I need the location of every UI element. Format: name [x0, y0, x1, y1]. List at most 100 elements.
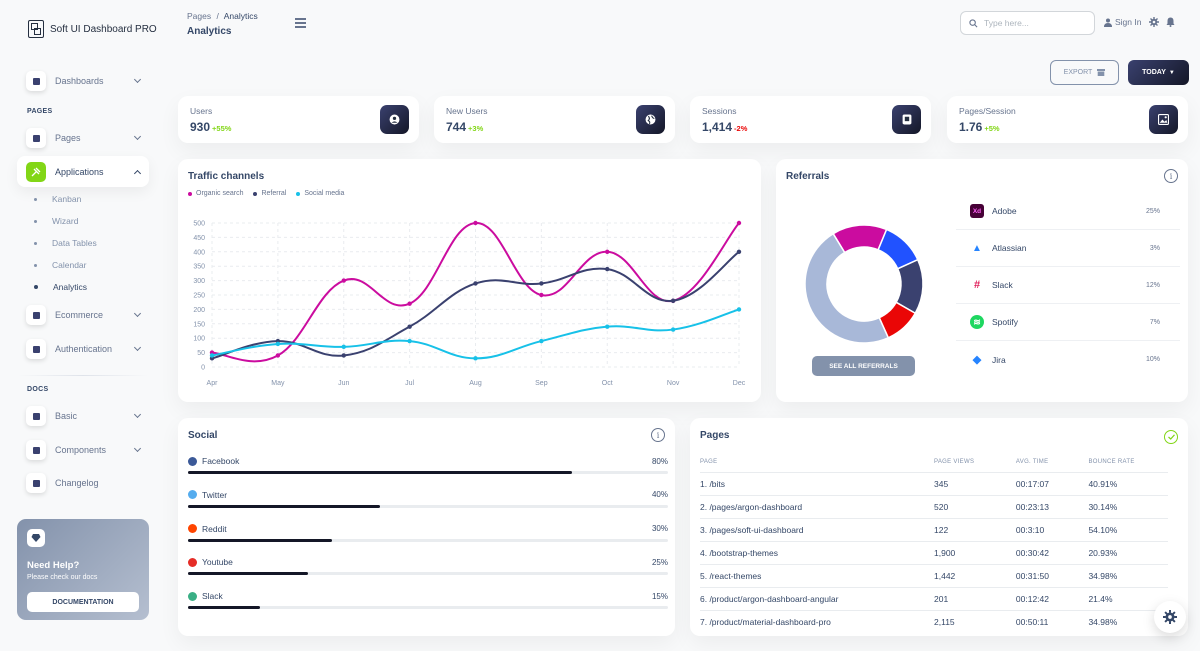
x-tick-label: Aug [469, 380, 482, 387]
gear-icon [1163, 610, 1177, 624]
social-pct: 25% [651, 557, 668, 567]
today-label: TODAY [1142, 69, 1166, 76]
referral-row: # Slack 12% [956, 267, 1180, 304]
progress-track [188, 538, 668, 542]
chevron-down-icon [133, 444, 142, 453]
sidebar-item-label: Components [55, 445, 107, 455]
pages-table: PAGE PAGE VIEWS AVG. TIME BOUNCE RATE 1. /b… [700, 452, 1168, 633]
sidebar-item-ecommerce[interactable]: Ecommerce [26, 305, 142, 325]
sidebar-subitem-analytics[interactable]: Analytics [34, 282, 87, 292]
social-row-reddit: Reddit 30% [188, 524, 668, 542]
table-row: 1. /bits 345 00:17:07 40.91% [700, 472, 1168, 496]
check-circle-icon[interactable] [1164, 430, 1178, 444]
x-tick-label: Oct [602, 380, 613, 387]
stat-label: Users [190, 106, 213, 116]
social-name: Reddit [202, 523, 227, 534]
table-cell: 54.10% [1088, 518, 1168, 542]
stat-value: 1,414 -2% [702, 120, 748, 134]
legend-item-referral: Referral [253, 190, 286, 197]
breadcrumb: Pages / Analytics [187, 11, 258, 21]
y-tick-label: 300 [193, 278, 205, 285]
documentation-button[interactable]: DOCUMENTATION [27, 592, 139, 612]
sidebar-subitem-calendar[interactable]: Calendar [34, 260, 87, 270]
x-tick-label: Jul [405, 380, 414, 387]
configurator-gear-button[interactable] [1154, 601, 1186, 633]
sidebar-subitem-kanban[interactable]: Kanban [34, 194, 81, 204]
info-icon[interactable]: i [1164, 169, 1178, 183]
slack-icon: # [973, 279, 981, 291]
sidebar-item-authentication[interactable]: Authentication [26, 339, 142, 359]
table-cell: 1,442 [934, 564, 1016, 588]
data-point [736, 307, 742, 312]
hamburger-menu-icon[interactable] [295, 18, 306, 30]
help-subtitle: Please check our docs [27, 574, 98, 581]
legend-item-organic: Organic search [188, 190, 243, 197]
sidebar-item-pages[interactable]: Pages [26, 128, 142, 148]
referrals-card: Referrals i SEE ALL REFERRALS Xd Adobe 2… [776, 159, 1188, 402]
pages-title: Pages [700, 430, 730, 441]
brand[interactable]: Soft UI Dashboard PRO [28, 20, 157, 38]
sidebar-subitem-data-tables[interactable]: Data Tables [34, 238, 97, 248]
table-cell: 34.98% [1088, 564, 1168, 588]
table-cell: 7. /product/material-dashboard-pro [700, 616, 831, 627]
referral-pct: 10% [1145, 356, 1160, 363]
export-button[interactable]: EXPORT [1050, 60, 1119, 85]
data-point [473, 356, 478, 361]
table-cell: 2. /pages/argon-dashboard [700, 495, 935, 519]
referral-name: Adobe [992, 206, 1017, 216]
today-dropdown-button[interactable]: TODAY ▼ [1128, 60, 1189, 85]
sidebar-divider [18, 375, 148, 376]
table-row: 7. /product/material-dashboard-pro 2,115 0… [700, 610, 1168, 633]
table-cell: 30.14% [1088, 495, 1168, 519]
image-icon [1149, 105, 1178, 134]
sidebar-item-dashboards[interactable]: Dashboards [26, 71, 142, 91]
social-row-twitter: Twitter 40% [188, 490, 668, 508]
referral-name: Jira [992, 354, 1006, 365]
sidebar-item-components[interactable]: Components [26, 440, 142, 460]
table-row: 5. /react-themes 1,442 00:31:50 34.98% [700, 564, 1168, 588]
referral-name: Slack [992, 280, 1013, 290]
y-tick-label: 50 [197, 350, 205, 357]
referral-name: Atlassian [992, 243, 1027, 253]
y-tick-label: 250 [193, 293, 205, 300]
legend-item-social: Social media [296, 190, 344, 197]
sign-in-link[interactable]: Sign In [1104, 17, 1141, 27]
data-point [670, 298, 676, 303]
notification-bell-icon[interactable] [1166, 17, 1175, 27]
sidebar-item-basic[interactable]: Basic [26, 406, 142, 426]
search-input[interactable] [984, 18, 1084, 28]
x-tick-label: Nov [667, 380, 680, 387]
breadcrumb-root[interactable]: Pages [187, 11, 212, 21]
progress-track [188, 572, 668, 576]
social-title: Social [188, 430, 218, 441]
data-point [605, 249, 610, 254]
sidebar-item-label: Applications [55, 167, 104, 177]
table-cell: 20.93% [1088, 541, 1168, 565]
referrals-title: Referrals [786, 171, 830, 182]
y-tick-label: 400 [193, 249, 205, 256]
x-tick-label: Sep [535, 380, 548, 387]
sidebar-item-changelog[interactable]: Changelog [26, 473, 140, 493]
referrals-donut-chart [804, 224, 924, 344]
table-cell: 00:50:11 [1015, 616, 1049, 627]
info-icon[interactable]: i [651, 428, 665, 442]
see-all-referrals-button[interactable]: SEE ALL REFERRALS [812, 356, 915, 376]
sign-in-label: Sign In [1115, 17, 1142, 27]
sidebar-subitem-wizard[interactable]: Wizard [34, 216, 78, 226]
table-cell: 5. /react-themes [700, 564, 935, 588]
data-point [407, 324, 412, 329]
traffic-line-chart: 0 50 100 150 200 250 300 350 400 450 500 Apr May Jun J… [193, 221, 745, 388]
globe-icon [636, 105, 665, 134]
table-cell: 00:17:07 [1015, 472, 1089, 496]
search-box[interactable] [960, 11, 1095, 35]
user-icon [380, 105, 409, 134]
sidebar-item-applications-row[interactable]: Applications [26, 162, 142, 182]
stat-card-new-users: New Users 744 +3% [434, 96, 675, 143]
settings-gear-icon[interactable] [1149, 17, 1159, 27]
referral-pct: 25% [1145, 207, 1160, 215]
table-row: 6. /product/argon-dashboard-angular 201 00… [700, 587, 1168, 611]
table-cell: 520 [934, 495, 1016, 519]
referral-pct: 3% [1149, 244, 1160, 252]
data-point [539, 281, 544, 286]
progress-fill [188, 572, 308, 576]
